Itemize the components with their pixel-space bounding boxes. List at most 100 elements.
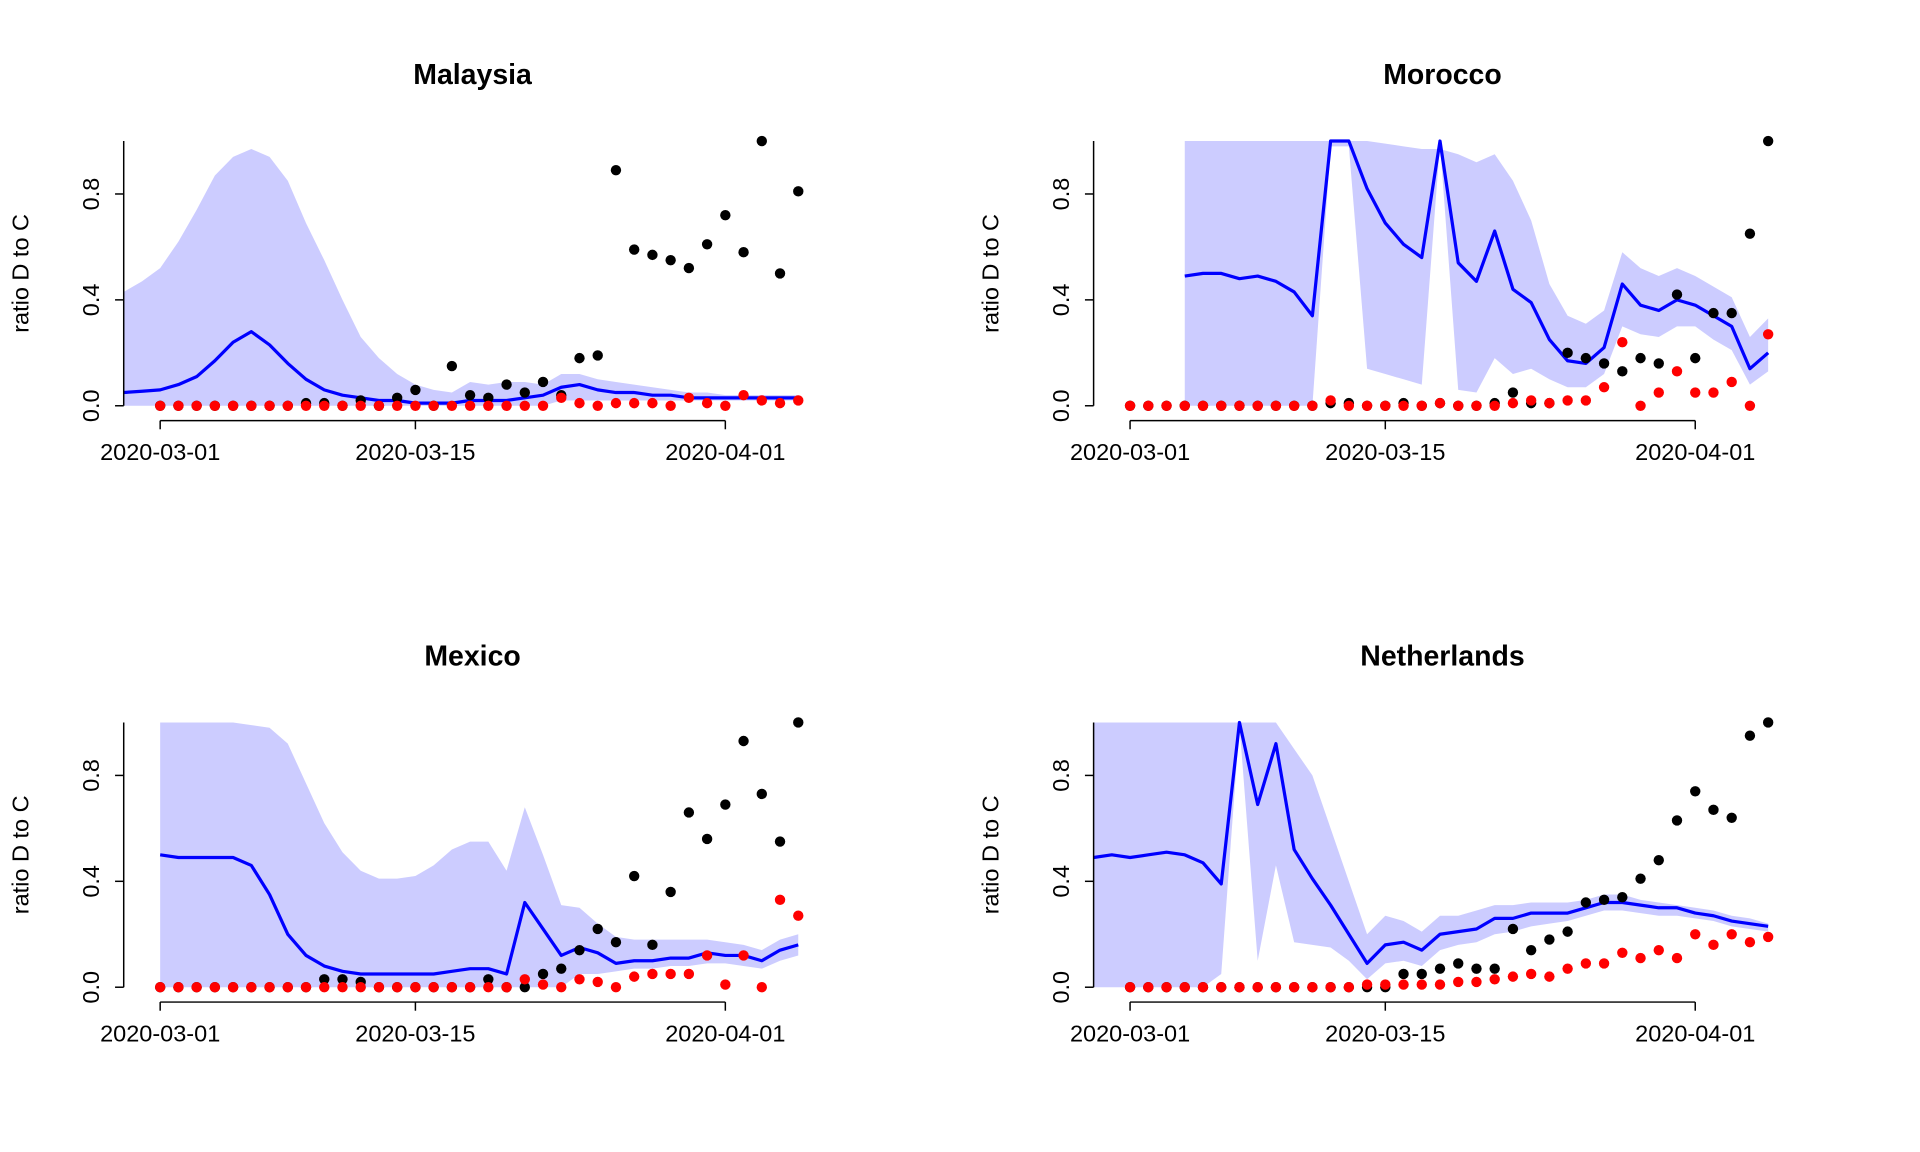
y-tick-label: 0.0	[1048, 389, 1074, 422]
data-point	[1762, 135, 1774, 147]
data-point	[556, 392, 567, 404]
data-point	[1453, 400, 1464, 411]
data-point	[1453, 976, 1464, 988]
data-point	[428, 982, 439, 993]
data-point	[410, 400, 421, 411]
data-point	[319, 400, 330, 411]
data-point	[756, 982, 767, 993]
data-point	[1143, 400, 1154, 411]
data-point	[556, 982, 567, 993]
data-point	[628, 971, 640, 982]
data-point	[756, 395, 767, 406]
data-point	[1598, 358, 1610, 369]
data-point	[1489, 974, 1500, 985]
estimate-line	[159, 853, 799, 976]
data-point	[537, 376, 549, 388]
data-point	[227, 400, 239, 411]
data-point	[410, 384, 421, 396]
data-point	[337, 974, 348, 985]
data-point	[1161, 400, 1172, 411]
data-point	[1471, 976, 1482, 988]
data-point	[628, 397, 640, 409]
data-point	[1489, 963, 1500, 974]
data-point	[264, 400, 275, 411]
data-point	[1343, 400, 1355, 411]
data-point	[1471, 963, 1482, 974]
data-point	[373, 982, 385, 993]
panel: Malaysia ratio D to C 0.0 0.4 0.8 2020-03-01 2…	[7, 59, 804, 465]
data-point	[1471, 400, 1482, 411]
data-point	[1179, 982, 1190, 993]
data-point	[1453, 958, 1464, 969]
data-point	[227, 982, 239, 993]
panel-title: Morocco	[1383, 59, 1502, 91]
data-point	[464, 400, 476, 411]
data-point	[1726, 812, 1737, 823]
data-point	[282, 400, 293, 411]
data-point	[319, 982, 330, 993]
data-point	[1307, 982, 1318, 993]
data-point	[1708, 939, 1719, 951]
data-point	[1234, 400, 1245, 411]
data-point	[1708, 387, 1719, 398]
data-point	[1635, 873, 1646, 884]
data-point	[209, 982, 221, 993]
data-point	[355, 982, 366, 993]
data-point	[1744, 228, 1756, 239]
y-axis-label: ratio D to C	[977, 795, 1003, 914]
panel-title: Mexico	[424, 641, 520, 673]
data-point	[428, 400, 439, 411]
data-point	[1671, 815, 1683, 826]
data-point	[1252, 982, 1263, 993]
data-point	[1380, 400, 1391, 411]
x-tick-label: 2020-03-15	[355, 439, 475, 465]
data-point	[720, 799, 731, 810]
data-point	[537, 968, 549, 980]
y-tick-label: 0.8	[78, 178, 104, 211]
data-point	[446, 400, 458, 411]
data-point	[738, 247, 749, 258]
data-point	[1361, 400, 1373, 411]
data-point	[337, 400, 348, 411]
data-point	[628, 870, 640, 882]
data-point	[1197, 982, 1209, 993]
data-point	[1288, 400, 1300, 411]
data-point	[1671, 952, 1683, 964]
data-point	[1507, 397, 1519, 409]
data-point	[683, 807, 695, 818]
data-point	[501, 400, 512, 411]
x-tick-label: 2020-03-15	[1325, 439, 1445, 465]
data-point	[1325, 395, 1336, 406]
y-tick-label: 0.8	[1048, 178, 1074, 211]
data-point	[1635, 952, 1646, 964]
estimate-line	[1184, 139, 1770, 371]
data-point	[701, 950, 713, 961]
data-point	[191, 400, 202, 411]
data-point	[1762, 931, 1774, 943]
data-point	[1580, 958, 1592, 969]
data-point	[391, 392, 403, 404]
confidence-band	[123, 148, 799, 406]
data-point	[519, 387, 530, 398]
data-point	[300, 982, 312, 993]
data-point	[1617, 366, 1628, 377]
data-point	[610, 937, 622, 948]
data-point	[1635, 352, 1646, 364]
data-point	[209, 400, 221, 411]
data-point	[1653, 387, 1664, 398]
data-point	[574, 397, 585, 409]
data-point	[720, 400, 731, 411]
data-point	[1434, 979, 1446, 990]
data-point	[647, 249, 658, 261]
data-point	[501, 982, 512, 993]
x-tick-label: 2020-03-15	[1325, 1021, 1445, 1047]
y-axis-label: ratio D to C	[977, 214, 1003, 333]
data-point	[1562, 926, 1573, 937]
data-point	[1361, 979, 1373, 990]
data-point	[1143, 982, 1154, 993]
data-point	[1744, 730, 1756, 741]
y-tick-label: 0.8	[1048, 759, 1074, 792]
x-tick-label: 2020-03-01	[100, 1021, 220, 1047]
data-point	[1598, 894, 1610, 906]
data-point	[1653, 358, 1664, 369]
